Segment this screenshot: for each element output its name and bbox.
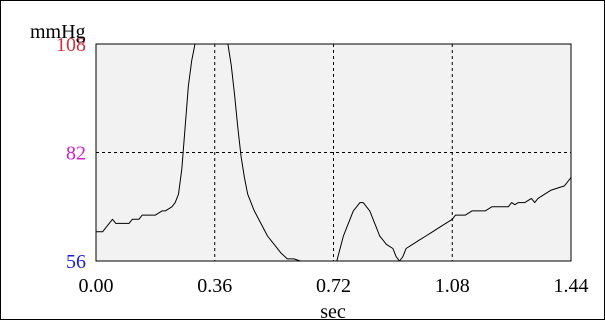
x-tick-label-4: 1.44 (554, 275, 589, 297)
tick-layer: 0.00 0.36 0.72 1.08 1.44 56 82 108 (56, 34, 589, 297)
y-tick-label-1: 82 (66, 143, 86, 165)
x-tick-label-1: 0.36 (197, 275, 232, 297)
series-line (96, 43, 572, 262)
x-tick-label-2: 0.72 (316, 275, 351, 297)
x-tick-label-3: 1.08 (435, 275, 470, 297)
x-tick-label-0: 0.00 (79, 275, 114, 297)
grid-layer (96, 44, 571, 261)
y-axis-title: mmHg (30, 21, 86, 43)
x-axis-title: sec (320, 301, 346, 321)
y-tick-label-0: 56 (66, 251, 86, 273)
y-tick-label-2: 108 (56, 34, 86, 56)
